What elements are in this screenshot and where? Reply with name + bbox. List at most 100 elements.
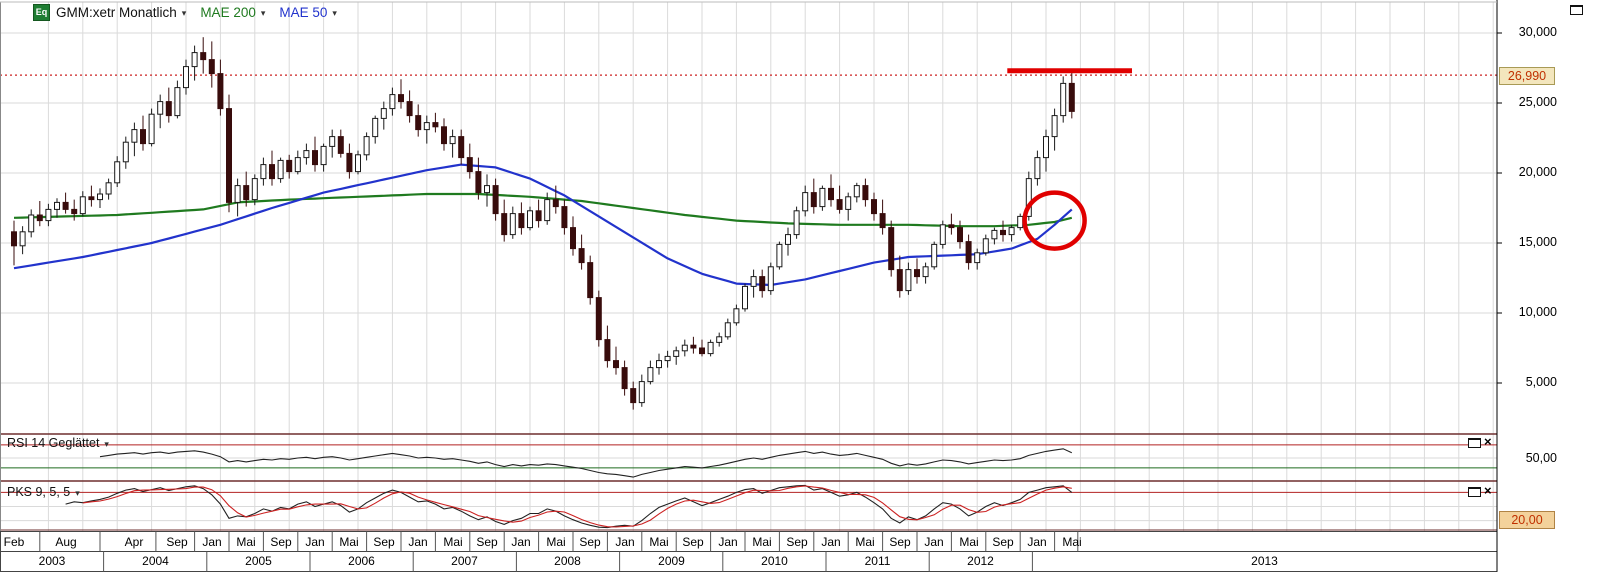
candle — [114, 156, 121, 187]
pks-highlight-tag: 20,00 — [1499, 511, 1555, 529]
candle-body — [355, 154, 361, 173]
candle — [415, 104, 422, 137]
candle — [11, 220, 17, 266]
candle-body — [398, 94, 404, 103]
year-label: 2008 — [554, 554, 581, 568]
candle — [492, 178, 499, 221]
candle — [243, 171, 250, 207]
pks-title-label: PKS 9, 5, 5 — [7, 485, 71, 499]
candles-layer — [11, 37, 1075, 410]
candle — [165, 87, 172, 123]
candle — [183, 59, 189, 95]
candle — [957, 220, 963, 249]
candle — [587, 255, 594, 305]
candle — [664, 350, 671, 368]
symbol-label[interactable]: GMM:xetr Monatlich — [56, 4, 177, 20]
candle-body — [269, 164, 275, 180]
candle-body — [1000, 229, 1006, 236]
candle-body — [406, 101, 413, 117]
candle-body — [71, 208, 78, 215]
candle — [269, 150, 275, 186]
candle-body — [802, 192, 809, 212]
candle — [1051, 108, 1058, 151]
month-label: Mai — [339, 535, 359, 549]
year-label: 2004 — [142, 554, 169, 568]
candle — [690, 336, 697, 354]
candle-body — [535, 210, 542, 222]
rsi-restore-button[interactable] — [1468, 438, 1481, 448]
candle-body — [793, 210, 800, 236]
month-label: Sep — [579, 535, 601, 549]
candle-body — [982, 238, 989, 254]
candle-body — [363, 136, 370, 156]
candle-body — [140, 129, 146, 145]
pks-close-button[interactable]: × — [1484, 483, 1492, 498]
window-maximize-button[interactable] — [1570, 5, 1583, 15]
candle — [982, 234, 989, 256]
rsi-close-button[interactable]: × — [1484, 434, 1492, 449]
candle — [939, 220, 946, 249]
candle — [97, 188, 103, 208]
candle-body — [647, 367, 654, 383]
ma200-label[interactable]: MAE 200 — [200, 4, 256, 20]
candle — [62, 192, 69, 214]
year-label: 2007 — [451, 554, 478, 568]
candle-body — [19, 231, 26, 247]
candle — [131, 122, 138, 157]
pks-restore-button[interactable] — [1468, 487, 1481, 497]
candle — [1025, 171, 1032, 221]
candle — [836, 185, 843, 214]
candle — [484, 174, 490, 207]
month-label: Apr — [124, 535, 144, 549]
candle — [1034, 150, 1041, 186]
candle — [355, 150, 361, 175]
candle-body — [699, 347, 705, 355]
candle — [914, 258, 920, 284]
ma200-dropdown-icon[interactable]: ▾ — [260, 7, 266, 18]
grid-layer — [1, 2, 1497, 531]
candle-body — [11, 231, 17, 247]
year-label: 2012 — [967, 554, 994, 568]
pks-dropdown-icon[interactable]: ▾ — [75, 487, 80, 498]
ma50-label[interactable]: MAE 50 — [279, 4, 328, 20]
candle — [380, 101, 387, 130]
chart-header: Eq GMM:xetr Monatlich ▾ MAE 200 ▾ MAE 50… — [33, 3, 337, 21]
candle-body — [673, 350, 680, 357]
month-label: Jan — [202, 535, 222, 549]
pks-k-line — [65, 484, 1073, 529]
candle-body — [449, 136, 456, 145]
candle — [681, 339, 688, 357]
month-label: Mai — [959, 535, 979, 549]
candle — [28, 209, 35, 238]
month-label: Mai — [855, 535, 875, 549]
candle-body — [707, 341, 714, 355]
candle — [896, 255, 903, 298]
candle — [174, 80, 181, 119]
candle — [1043, 129, 1049, 172]
candle — [329, 129, 336, 158]
candle — [673, 346, 680, 365]
candle — [656, 353, 662, 375]
candle-body — [1043, 136, 1049, 159]
ma50-dropdown-icon[interactable]: ▾ — [332, 7, 337, 18]
rsi-dropdown-icon[interactable]: ▾ — [104, 438, 109, 449]
candle — [19, 226, 26, 255]
candle — [122, 136, 129, 169]
candle-body — [862, 185, 869, 201]
month-label: Mai — [236, 535, 256, 549]
candle-body — [165, 101, 172, 117]
candle-body — [122, 141, 129, 163]
year-label: 2009 — [658, 554, 685, 568]
candle — [776, 241, 783, 270]
candle-body — [389, 94, 396, 110]
candle — [879, 199, 886, 235]
candle-body — [621, 367, 628, 390]
candle-body — [733, 308, 740, 324]
month-label: Mai — [443, 535, 463, 549]
symbol-dropdown-icon[interactable]: ▾ — [181, 7, 187, 18]
candle — [466, 143, 473, 179]
candle-body — [613, 360, 619, 369]
candle-body — [776, 243, 783, 268]
candle — [819, 185, 826, 211]
